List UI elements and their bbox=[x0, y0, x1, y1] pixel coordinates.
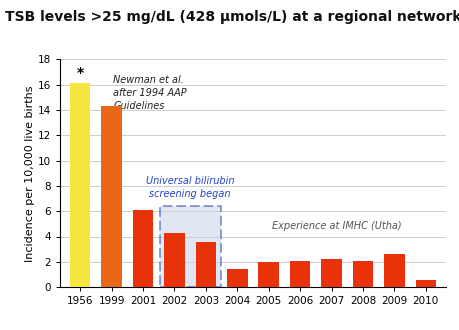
Bar bbox=[321, 259, 341, 287]
Bar bbox=[133, 210, 153, 287]
Bar bbox=[164, 233, 184, 287]
Bar bbox=[101, 106, 122, 287]
Bar bbox=[352, 261, 372, 287]
Y-axis label: Incidence per 10,000 live births: Incidence per 10,000 live births bbox=[25, 85, 35, 261]
Text: TSB levels >25 mg/dL (428 μmols/L) at a regional network: TSB levels >25 mg/dL (428 μmols/L) at a … bbox=[5, 10, 459, 24]
Polygon shape bbox=[159, 206, 220, 287]
Bar bbox=[414, 280, 435, 287]
Bar bbox=[289, 261, 310, 287]
Bar bbox=[227, 269, 247, 287]
Bar bbox=[195, 242, 216, 287]
Text: *: * bbox=[77, 66, 84, 80]
Bar bbox=[383, 254, 404, 287]
Text: Newman et al.
after 1994 AAP
Guidelines: Newman et al. after 1994 AAP Guidelines bbox=[113, 75, 186, 111]
Text: Experience at IMHC (Utha): Experience at IMHC (Utha) bbox=[271, 221, 401, 231]
Bar bbox=[70, 83, 90, 287]
Bar bbox=[258, 262, 278, 287]
Text: Universal bilirubin
screening began: Universal bilirubin screening began bbox=[146, 176, 234, 199]
